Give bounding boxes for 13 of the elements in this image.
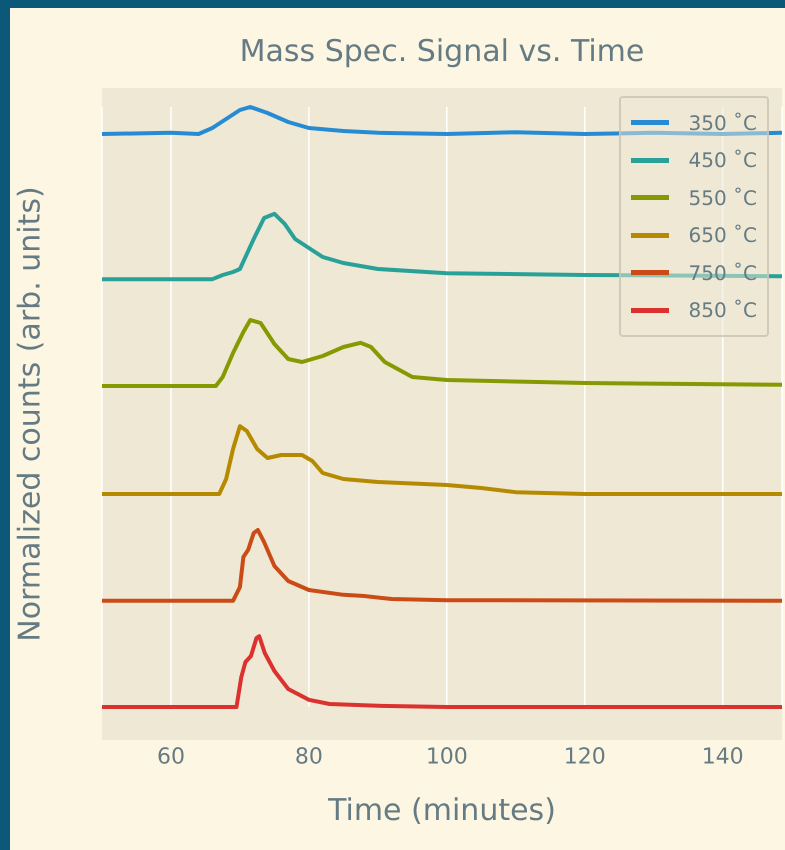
legend-label: 350 ˚C xyxy=(688,110,757,135)
legend-label: 650 ˚C xyxy=(688,223,757,248)
x-tick-label: 120 xyxy=(564,744,606,770)
x-tick-label: 60 xyxy=(156,744,185,770)
legend-label: 450 ˚C xyxy=(688,148,757,172)
chart-title: Mass Spec. Signal vs. Time xyxy=(238,34,646,69)
x-tick-label: 140 xyxy=(702,744,744,770)
x-axis-title: Time (minutes) xyxy=(327,793,556,828)
x-tick-label: 80 xyxy=(294,744,323,770)
legend-label: 850 ˚C xyxy=(688,298,757,322)
x-tick-label: 100 xyxy=(426,744,468,770)
y-axis-title: Normalized counts (arb. units) xyxy=(12,186,48,642)
legend-label: 550 ˚C xyxy=(688,186,757,210)
